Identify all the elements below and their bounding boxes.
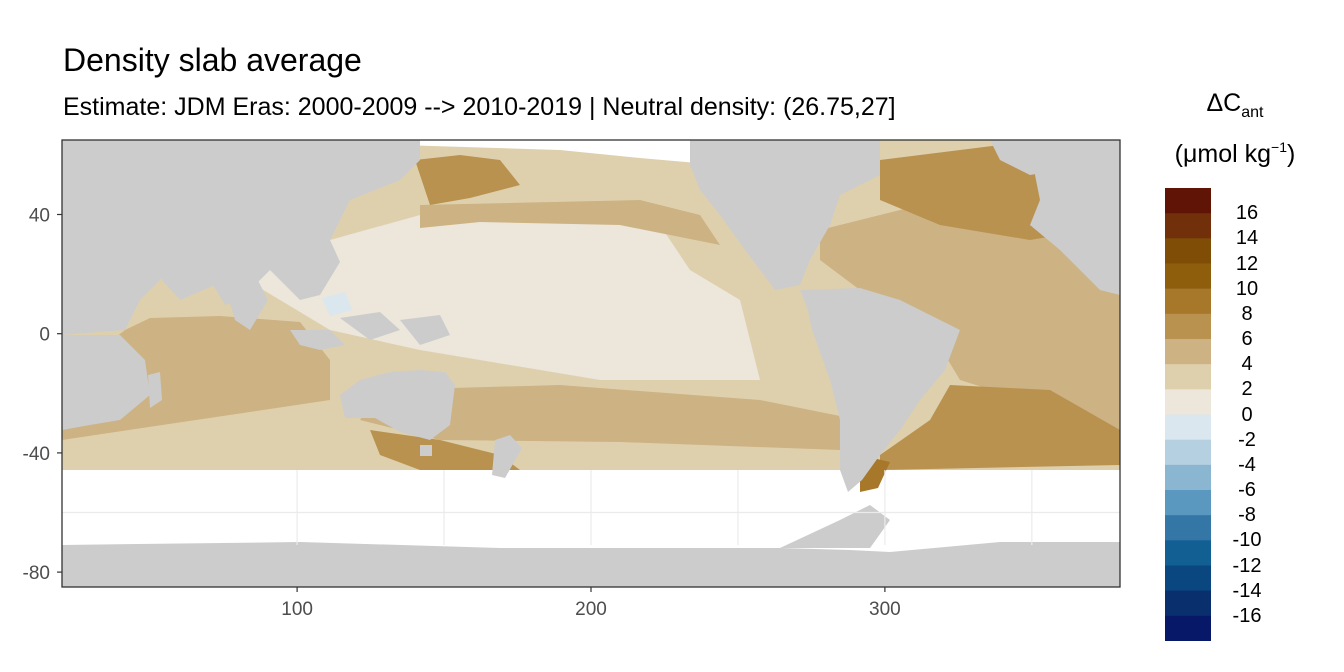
land-mass — [340, 370, 455, 440]
y-tick-label: 0 — [39, 325, 50, 346]
legend-label: 2 — [1241, 378, 1253, 401]
legend-label: -16 — [1232, 604, 1262, 627]
land-mass — [800, 288, 960, 492]
legend-swatch — [1165, 213, 1211, 239]
legend-swatch — [1165, 313, 1211, 340]
land-mass — [690, 140, 880, 290]
ocean-region — [360, 385, 860, 450]
legend-swatch — [1165, 339, 1211, 365]
legend-label: -4 — [1238, 453, 1256, 476]
legend-swatch — [1165, 464, 1211, 491]
legend-swatch — [1165, 389, 1211, 416]
legend-label: 16 — [1235, 202, 1259, 225]
legend-swatch — [1165, 288, 1211, 315]
legend-label: 0 — [1241, 403, 1253, 426]
legend-label: 6 — [1241, 328, 1253, 350]
land-mass — [160, 255, 215, 300]
legend-label: 12 — [1235, 252, 1259, 275]
y-tick-label: -40 — [23, 444, 50, 465]
legend-label: -14 — [1232, 579, 1262, 602]
x-tick-label: 300 — [869, 599, 901, 620]
legend-title: ΔCant (μmol kg−1) — [1160, 86, 1310, 171]
legend-unit: (μmol kg−1) — [1174, 139, 1296, 168]
ocean-region — [820, 190, 1120, 430]
y-tick-label: -80 — [23, 563, 50, 584]
legend-swatch — [1165, 615, 1211, 641]
legend-label: -6 — [1238, 479, 1256, 501]
legend-label: 8 — [1241, 302, 1253, 325]
legend-label: 14 — [1235, 227, 1259, 250]
x-tick-label: 100 — [281, 599, 313, 620]
legend-swatch — [1165, 590, 1211, 617]
land-mass — [62, 140, 420, 335]
land-mass — [340, 312, 400, 340]
legend-label: -2 — [1238, 428, 1256, 451]
land-mass — [220, 265, 268, 330]
legend-swatch — [1165, 263, 1211, 290]
land-mass — [780, 505, 890, 548]
ocean-region — [230, 215, 760, 380]
ocean-region — [415, 155, 520, 205]
land-mass — [1030, 140, 1120, 295]
legend-variable-name: ΔCant — [1206, 89, 1264, 121]
land-mass — [492, 435, 522, 478]
land-mass — [148, 372, 162, 408]
legend-swatch — [1165, 414, 1211, 441]
land-mass — [420, 445, 432, 456]
legend-label: -8 — [1238, 504, 1256, 527]
legend-label: 4 — [1241, 353, 1253, 376]
legend-swatch — [1165, 540, 1211, 567]
legend-swatch — [1165, 515, 1211, 541]
legend-swatch — [1165, 188, 1211, 214]
legend-swatch — [1165, 238, 1211, 265]
ocean-region — [370, 430, 520, 470]
legend-colorbar — [1165, 188, 1211, 641]
land-mass — [62, 542, 1120, 587]
legend-labels: 16 14 12 10 8 6 4 2 0 -2 -4 -6 -8 -10 -12 -14 -16 — [1218, 0, 1278, 672]
ocean-region — [322, 292, 352, 316]
legend-swatch — [1165, 490, 1211, 516]
legend-swatch — [1165, 565, 1211, 592]
legend-label: -12 — [1232, 554, 1262, 577]
land-mass — [290, 330, 345, 350]
x-tick-label: 200 — [575, 599, 607, 620]
land-mass — [62, 335, 150, 430]
legend-label: 10 — [1235, 277, 1259, 300]
map-subtitle: Estimate: JDM Eras: 2000-2009 --> 2010-2… — [63, 93, 896, 121]
land-mass — [400, 315, 450, 345]
ocean-region — [420, 200, 720, 245]
y-tick-label: 40 — [29, 206, 50, 227]
map-title: Density slab average — [63, 42, 362, 78]
legend-label: -10 — [1232, 529, 1262, 552]
legend-swatch — [1165, 364, 1211, 390]
ocean-region — [880, 385, 1120, 470]
legend-swatch — [1165, 439, 1211, 466]
